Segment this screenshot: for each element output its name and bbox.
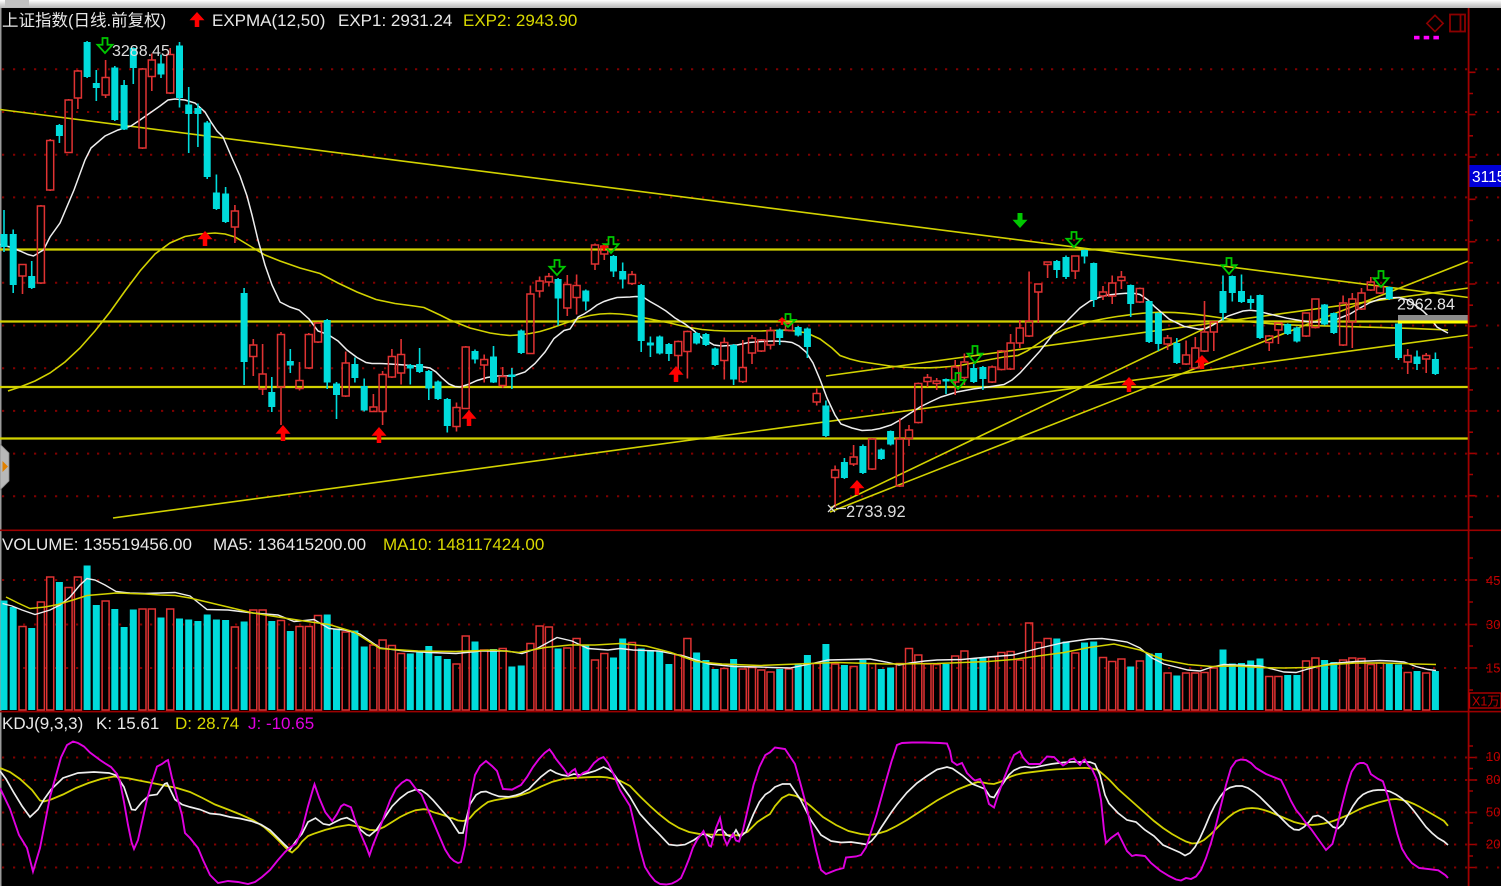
svg-text:15: 15: [1486, 661, 1500, 676]
svg-text:MA10: 148117424.00: MA10: 148117424.00: [383, 535, 544, 554]
svg-text:100: 100: [1486, 749, 1501, 764]
svg-text:45: 45: [1486, 573, 1500, 588]
svg-text:J: -10.65: J: -10.65: [248, 714, 314, 733]
svg-text:D: 28.74: D: 28.74: [175, 714, 239, 733]
svg-text:VOLUME: 135519456.00: VOLUME: 135519456.00: [2, 535, 192, 554]
svg-text:EXPMA(12,50): EXPMA(12,50): [212, 11, 325, 30]
svg-text:K: 15.61: K: 15.61: [96, 714, 159, 733]
svg-text:EXP2: 2943.90: EXP2: 2943.90: [463, 11, 577, 30]
svg-text:80: 80: [1486, 772, 1500, 787]
svg-text:3115: 3115: [1472, 169, 1501, 186]
svg-text:2733.92: 2733.92: [846, 503, 906, 521]
svg-text:2962.84: 2962.84: [1397, 297, 1455, 314]
svg-text:30: 30: [1486, 617, 1500, 632]
svg-text:20: 20: [1486, 837, 1500, 852]
svg-text:MA5: 136415200.00: MA5: 136415200.00: [213, 535, 366, 554]
svg-text:KDJ(9,3,3): KDJ(9,3,3): [2, 714, 83, 733]
svg-text:EXP1: 2931.24: EXP1: 2931.24: [338, 11, 452, 30]
svg-text:3288.45: 3288.45: [112, 43, 170, 60]
svg-text:X1万: X1万: [1472, 695, 1500, 709]
svg-text:上证指数(日线.前复权): 上证指数(日线.前复权): [2, 11, 166, 30]
svg-text:50: 50: [1486, 805, 1500, 820]
